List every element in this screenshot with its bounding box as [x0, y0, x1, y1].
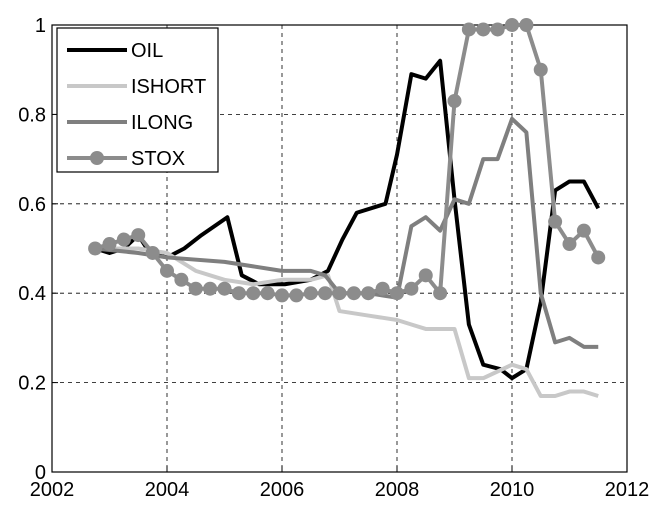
legend-label: ISHORT: [131, 76, 206, 98]
marker: [203, 281, 218, 296]
y-tick-label: 0.6: [18, 194, 46, 216]
series-line: [94, 116, 599, 349]
series-line: [95, 246, 599, 399]
marker: [476, 22, 491, 37]
marker: [303, 286, 318, 301]
marker: [346, 286, 361, 301]
marker: [533, 62, 548, 77]
marker: [102, 237, 117, 252]
marker: [88, 241, 103, 256]
marker: [275, 288, 289, 303]
x-tick-label: 2006: [260, 479, 305, 501]
legend-label: OIL: [131, 40, 163, 62]
marker: [390, 286, 404, 301]
marker: [260, 286, 275, 301]
marker: [519, 18, 534, 32]
marker: [131, 228, 146, 243]
marker: [375, 281, 390, 296]
marker: [217, 281, 232, 296]
marker: [490, 22, 505, 37]
x-tick-label: 2002: [30, 479, 75, 501]
marker: [361, 286, 376, 301]
marker: [404, 281, 419, 296]
plot-frame: [51, 24, 628, 473]
marker: [576, 223, 591, 238]
marker: [548, 214, 563, 229]
marker: [188, 281, 203, 296]
marker: [505, 18, 519, 32]
legend-label: ILONG: [131, 112, 193, 134]
y-tick-label: 0.8: [18, 104, 46, 126]
marker: [433, 286, 448, 301]
y-tick-label: 0: [35, 462, 46, 484]
marker: [418, 268, 433, 283]
marker: [289, 288, 304, 303]
x-tick-label: 2012: [605, 479, 650, 501]
marker: [246, 286, 261, 301]
marker: [562, 237, 577, 252]
x-tick-label: 2008: [375, 479, 420, 501]
marker: [447, 93, 462, 108]
marker: [332, 286, 347, 301]
marker: [174, 272, 189, 287]
marker: [116, 232, 131, 247]
x-tick-label: 2004: [145, 479, 190, 501]
y-tick-label: 1: [35, 15, 46, 37]
marker: [461, 22, 476, 37]
marker: [591, 250, 606, 265]
marker: [231, 286, 246, 301]
marker: [145, 245, 160, 260]
marker: [160, 263, 174, 278]
marker: [318, 286, 333, 301]
y-tick-label: 0.4: [18, 283, 46, 305]
legend-marker: [90, 151, 104, 165]
x-tick-label: 2010: [490, 479, 535, 501]
legend-label: STOX: [131, 148, 185, 170]
y-tick-label: 0.2: [18, 373, 46, 395]
